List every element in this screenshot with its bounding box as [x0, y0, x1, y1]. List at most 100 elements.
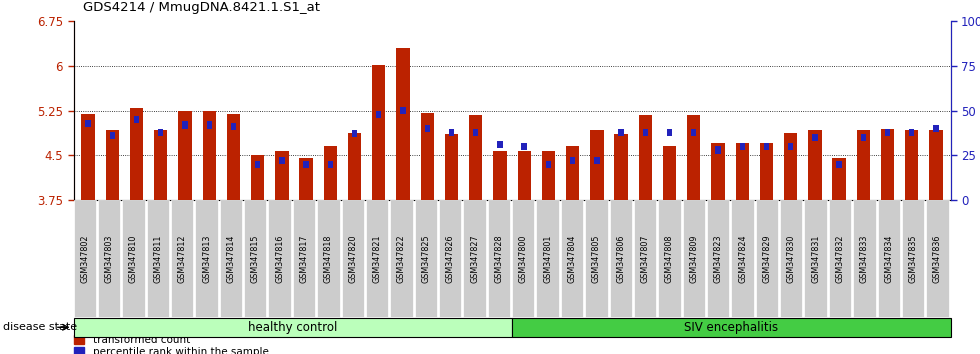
Text: GSM347811: GSM347811	[153, 234, 163, 282]
Bar	[85, 120, 91, 127]
Text: GSM347808: GSM347808	[665, 234, 674, 282]
Bar	[929, 130, 943, 200]
Text: GSM347804: GSM347804	[567, 234, 576, 282]
Bar	[449, 129, 454, 136]
Bar	[396, 48, 410, 200]
Bar	[566, 147, 579, 200]
Text: GSM347800: GSM347800	[518, 234, 528, 282]
Text: disease state: disease state	[3, 322, 77, 332]
Text: GSM347829: GSM347829	[762, 234, 771, 283]
Bar	[158, 129, 164, 136]
Bar	[521, 143, 527, 150]
Text: GSM347813: GSM347813	[202, 234, 211, 282]
Bar	[740, 143, 745, 150]
Text: GSM347807: GSM347807	[641, 234, 650, 283]
Bar	[546, 161, 551, 168]
Bar	[203, 111, 216, 200]
Bar	[614, 135, 628, 200]
Bar	[517, 150, 531, 200]
Bar	[106, 130, 119, 200]
Text: GSM347817: GSM347817	[300, 234, 309, 283]
Bar	[352, 130, 358, 137]
Text: GDS4214 / MmugDNA.8421.1.S1_at: GDS4214 / MmugDNA.8421.1.S1_at	[83, 1, 320, 14]
Text: GSM347809: GSM347809	[689, 234, 699, 283]
Bar	[110, 132, 115, 139]
Bar	[134, 116, 139, 123]
Text: GSM347814: GSM347814	[226, 234, 235, 282]
Bar	[763, 143, 769, 150]
Bar	[691, 129, 697, 136]
Bar	[909, 129, 914, 136]
Text: GSM347810: GSM347810	[129, 234, 138, 282]
Bar	[590, 130, 604, 200]
Bar	[711, 143, 724, 200]
Bar	[860, 134, 866, 141]
Bar	[881, 129, 895, 200]
Text: GSM347812: GSM347812	[177, 234, 186, 283]
Text: GSM347827: GSM347827	[470, 234, 479, 283]
Text: GSM347805: GSM347805	[592, 234, 601, 283]
Bar	[497, 141, 503, 148]
Bar	[424, 125, 430, 132]
Bar	[736, 143, 749, 200]
Bar	[784, 133, 798, 200]
Bar	[372, 65, 385, 200]
Bar	[594, 157, 600, 164]
Bar	[812, 134, 817, 141]
Bar	[401, 107, 406, 114]
Text: GSM347803: GSM347803	[105, 234, 114, 282]
Bar	[570, 157, 575, 164]
Bar	[275, 151, 288, 200]
Bar	[542, 150, 555, 200]
Text: GSM347818: GSM347818	[323, 234, 333, 282]
Text: GSM347801: GSM347801	[543, 234, 552, 282]
Bar	[666, 129, 672, 136]
Text: GSM347824: GSM347824	[738, 234, 747, 283]
Bar	[643, 129, 648, 136]
Bar	[469, 115, 482, 200]
Bar	[279, 157, 284, 164]
Bar	[715, 147, 720, 154]
Bar	[445, 135, 458, 200]
Bar	[178, 111, 192, 200]
Bar	[251, 155, 265, 200]
Text: GSM347821: GSM347821	[372, 234, 381, 283]
Text: GSM347806: GSM347806	[616, 234, 625, 282]
Bar	[323, 147, 337, 200]
Bar	[420, 113, 434, 200]
Bar	[81, 114, 95, 200]
Bar	[639, 115, 652, 200]
Text: GSM347836: GSM347836	[933, 234, 942, 282]
Bar	[618, 129, 623, 136]
Bar	[687, 115, 701, 200]
Text: GSM347828: GSM347828	[494, 234, 504, 283]
Bar	[154, 130, 168, 200]
Text: healthy control: healthy control	[248, 321, 337, 334]
Text: GSM347831: GSM347831	[811, 234, 820, 282]
Text: GSM347823: GSM347823	[713, 234, 722, 283]
Text: GSM347822: GSM347822	[397, 234, 406, 283]
Text: GSM347825: GSM347825	[421, 234, 430, 283]
Bar	[837, 161, 842, 168]
Bar	[348, 133, 362, 200]
Bar	[885, 129, 890, 136]
Bar	[207, 121, 212, 129]
Text: SIV encephalitis: SIV encephalitis	[684, 321, 778, 334]
Bar	[808, 130, 821, 200]
Text: GSM347820: GSM347820	[348, 234, 358, 283]
Text: GSM347815: GSM347815	[251, 234, 260, 283]
Text: GSM347835: GSM347835	[908, 234, 917, 283]
Bar	[230, 123, 236, 130]
Bar	[182, 121, 187, 129]
Text: GSM347816: GSM347816	[275, 234, 284, 282]
Bar	[327, 161, 333, 168]
Bar	[832, 158, 846, 200]
Bar	[376, 110, 381, 118]
Bar	[933, 125, 939, 132]
Bar	[662, 147, 676, 200]
Bar	[255, 161, 261, 168]
Bar	[129, 108, 143, 200]
Bar	[760, 143, 773, 200]
Bar	[304, 161, 309, 168]
Bar	[226, 114, 240, 200]
